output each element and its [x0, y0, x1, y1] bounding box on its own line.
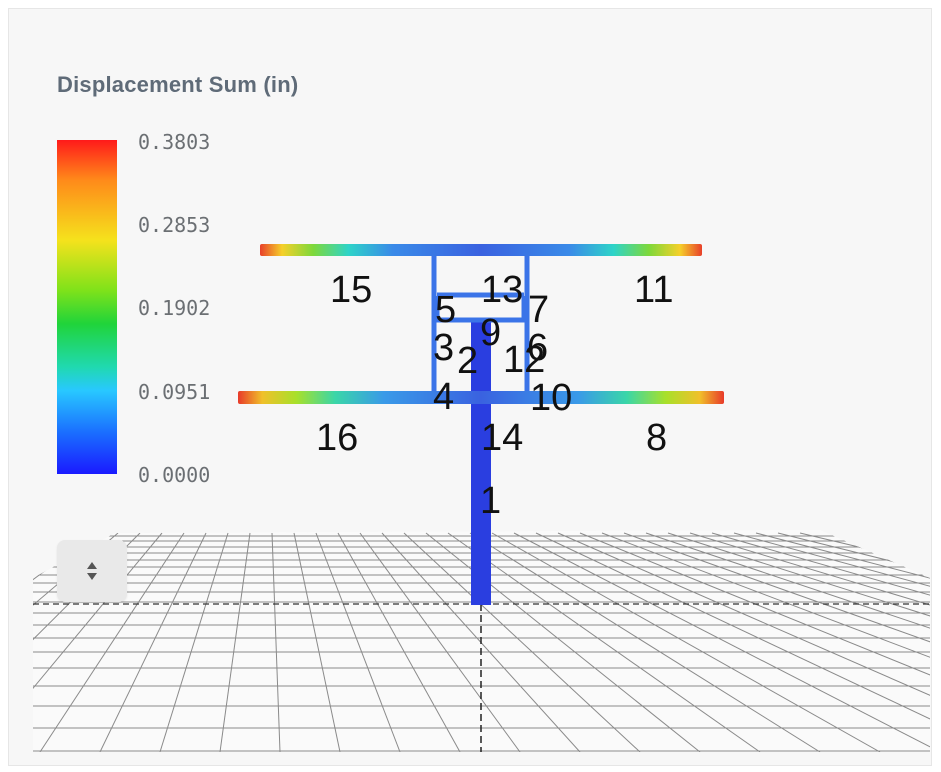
legend-toggle-button[interactable]: [57, 540, 127, 602]
member-label: 3: [433, 327, 454, 369]
member-label: 2: [457, 340, 478, 382]
member-label: 13: [481, 269, 523, 311]
member-label: 1: [480, 480, 501, 522]
ground-grid: [33, 530, 930, 752]
member-label: 4: [433, 376, 454, 418]
member-label: 14: [481, 417, 523, 459]
member-label: 9: [480, 312, 501, 354]
member-label: 5: [435, 289, 456, 331]
legend-tick-min: 0.0000: [138, 463, 211, 487]
color-scale-bar: [57, 140, 117, 474]
legend-tick-max: 0.3803: [138, 130, 211, 154]
member-label: 15: [330, 269, 372, 311]
member-label: 7: [528, 289, 549, 331]
legend-tick: 0.1902: [138, 296, 211, 320]
legend-title: Displacement Sum (in): [57, 72, 299, 97]
bottom-arm-member[interactable]: [238, 391, 724, 404]
member-label: 8: [646, 417, 667, 459]
member-label: 10: [530, 377, 572, 419]
legend-tick: 0.0951: [138, 380, 211, 404]
member-labels: 1 2 3 4 5 6 7 8 9 10 11 12 13 14 15 16: [316, 269, 673, 522]
member-label: 12: [503, 339, 545, 381]
legend-tick: 0.2853: [138, 213, 211, 237]
member-label: 11: [634, 269, 673, 311]
frame-members[interactable]: [431, 252, 530, 396]
member-label: 16: [316, 417, 358, 459]
member-label: 6: [527, 327, 548, 369]
top-arm-member[interactable]: [260, 244, 702, 256]
up-down-arrows-icon: [87, 562, 97, 580]
